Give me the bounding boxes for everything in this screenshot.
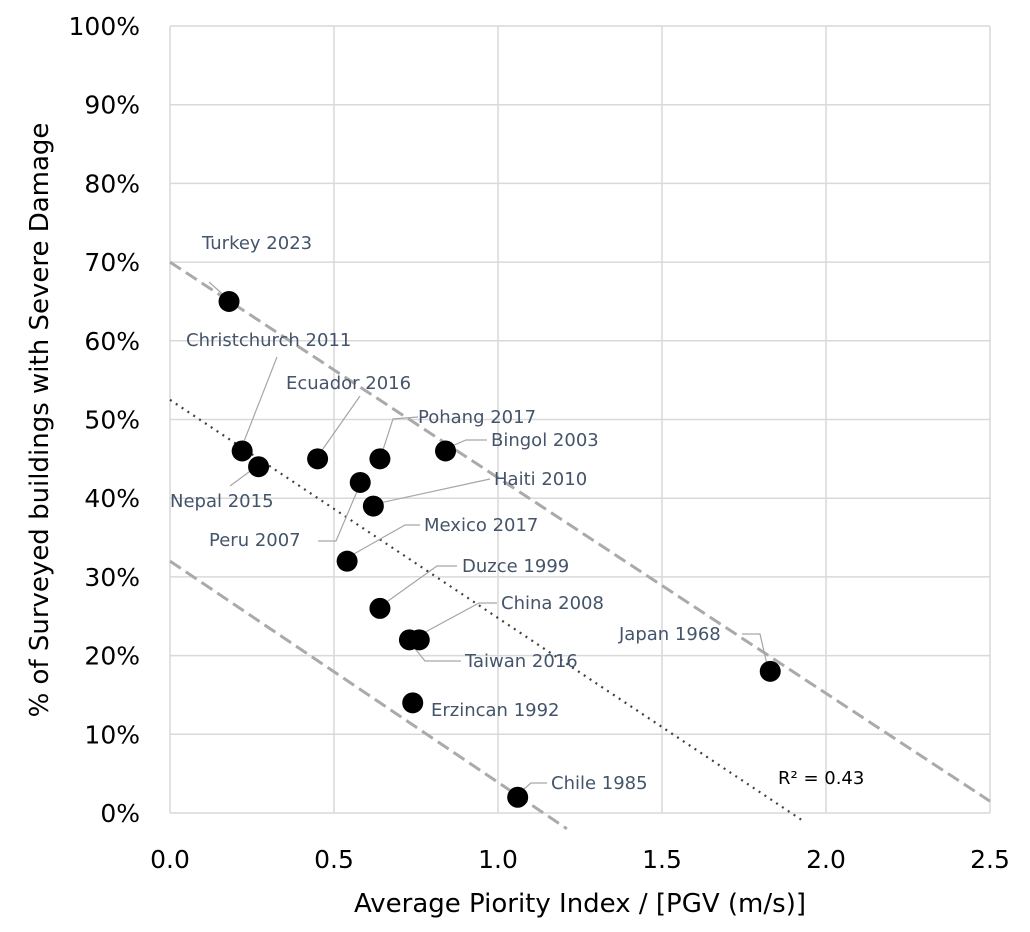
leader-line — [417, 602, 497, 637]
regression-trendline — [169, 398, 804, 822]
x-tick-label: 0.5 — [314, 845, 354, 874]
point-label: China 2008 — [501, 593, 604, 614]
y-tick-label: 0% — [100, 799, 140, 828]
bound-trendline — [169, 260, 991, 803]
y-tick-label: 100% — [69, 12, 140, 41]
leader-line — [318, 481, 362, 542]
y-tick-label: 20% — [84, 642, 140, 671]
point-label: Peru 2007 — [209, 530, 301, 551]
grid — [169, 25, 991, 814]
data-point — [362, 495, 384, 517]
leader-line — [380, 416, 419, 457]
leader-line — [344, 524, 420, 560]
x-tick-labels: 0.0 0.5 1.0 1.5 2.0 2.5 — [150, 845, 1010, 874]
x-tick-label: 1.0 — [478, 845, 518, 874]
data-point — [307, 448, 329, 470]
point-label: Haiti 2010 — [494, 469, 587, 490]
data-point — [218, 290, 240, 312]
point-label: Turkey 2023 — [201, 233, 312, 254]
data-point — [759, 660, 781, 682]
data-point — [435, 440, 457, 462]
y-tick-label: 30% — [84, 563, 140, 592]
x-tick-label: 1.5 — [642, 845, 682, 874]
data-point — [369, 448, 391, 470]
data-point — [507, 786, 529, 808]
y-tick-label: 50% — [84, 406, 140, 435]
point-label: Chile 1985 — [551, 773, 648, 794]
x-tick-label: 2.0 — [806, 845, 846, 874]
leader-line — [317, 395, 361, 457]
r-squared-annotation: R² = 0.43 — [778, 768, 864, 789]
data-point — [402, 692, 424, 714]
y-axis-title: % of Surveyed buildings with Severe Dama… — [25, 123, 55, 718]
trendlines — [169, 260, 991, 830]
y-tick-label: 90% — [84, 91, 140, 120]
leader-line — [742, 633, 769, 670]
y-tick-label: 70% — [84, 248, 140, 277]
point-label: Pohang 2017 — [418, 407, 536, 428]
data-point — [408, 629, 430, 651]
point-label: Nepal 2015 — [170, 491, 274, 512]
point-label: Japan 1968 — [618, 624, 721, 645]
x-tick-label: 0.0 — [150, 845, 190, 874]
bound-trendline — [169, 559, 568, 830]
y-tick-label: 40% — [84, 484, 140, 513]
data-point — [336, 550, 358, 572]
leader-line — [240, 356, 278, 450]
point-label: Christchurch 2011 — [186, 330, 351, 351]
leader-lines — [208, 281, 769, 797]
y-tick-label: 60% — [84, 327, 140, 356]
point-label: Duzce 1999 — [462, 556, 569, 577]
leader-line — [374, 478, 491, 505]
y-tick-label: 10% — [84, 720, 140, 749]
data-points — [218, 290, 781, 808]
x-axis-title: Average Piority Index / [PGV (m/s)] — [354, 889, 806, 919]
data-point — [349, 471, 371, 493]
y-tick-labels: 0% 10% 20% 30% 40% 50% 60% 70% 80% 90% 100% — [69, 12, 140, 828]
point-label: Erzincan 1992 — [431, 700, 560, 721]
point-label: Ecuador 2016 — [286, 373, 411, 394]
point-label: Taiwan 2016 — [464, 651, 578, 672]
leader-line — [380, 565, 457, 607]
point-labels: Turkey 2023 Christchurch 2011 Nepal 2015 Ec… — [170, 233, 721, 794]
x-tick-label: 2.5 — [970, 845, 1010, 874]
point-label: Bingol 2003 — [491, 430, 599, 451]
point-label: Mexico 2017 — [424, 515, 538, 536]
data-point — [231, 440, 253, 462]
data-point — [369, 597, 391, 619]
data-point — [248, 456, 270, 478]
y-tick-label: 80% — [84, 169, 140, 198]
